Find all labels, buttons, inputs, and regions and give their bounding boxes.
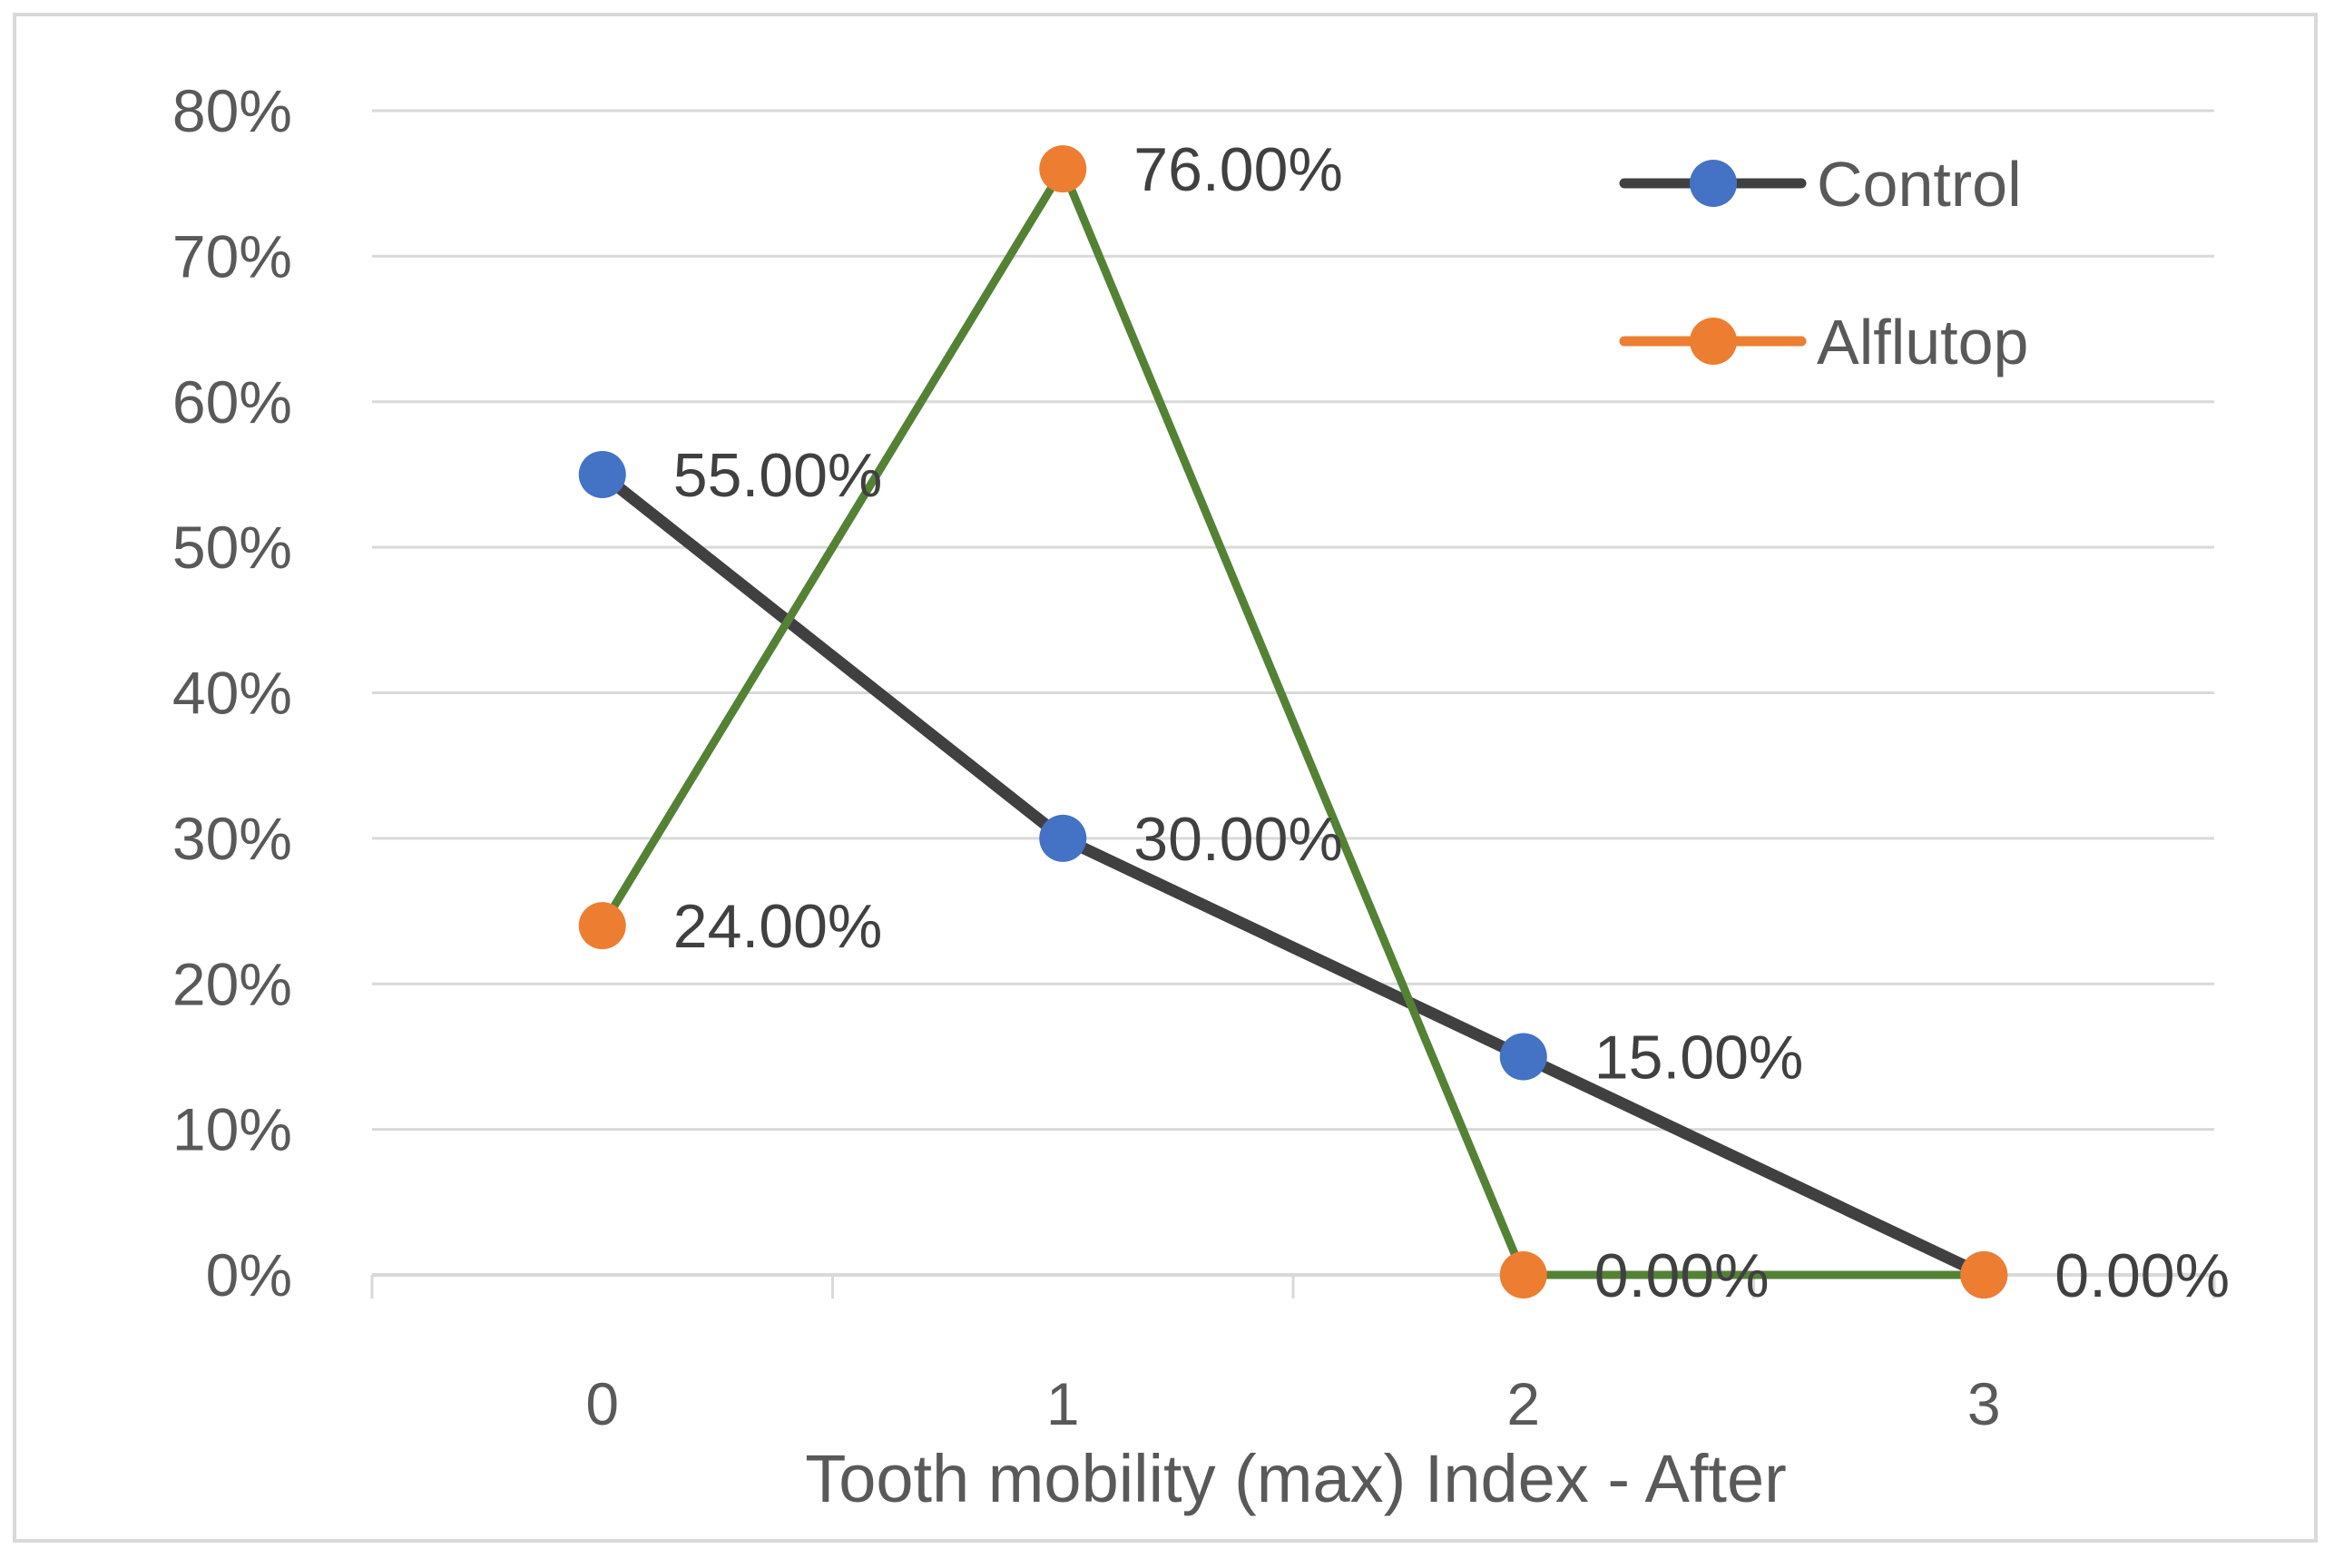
series-line-alflutop (598, 164, 1988, 1279)
y-tick-label: 40% (172, 660, 292, 727)
y-tick-label: 50% (172, 514, 292, 581)
x-tick-label: 0 (585, 1370, 619, 1437)
data-label-alflutop-3: 0.00% (2055, 1241, 2230, 1310)
data-label-control-1: 30.00% (1133, 805, 1343, 874)
chart-frame (13, 13, 2318, 1543)
x-axis-title: Tooth mobility (max) Index - After (805, 1441, 1787, 1516)
data-labels: 55.00% 30.00% 15.00% 24.00% 76.00% 0.00% 0.00% (673, 135, 2230, 1310)
x-tick-label: 2 (1506, 1370, 1540, 1437)
marker-alflutop-2 (1499, 1251, 1547, 1298)
marker-alflutop-0 (578, 902, 626, 950)
marker-alflutop-3 (1960, 1251, 2008, 1298)
legend-marker-control (1690, 160, 1737, 207)
y-axis-tick-labels: 0% 10% 20% 30% 40% 50% 60% 70% 80% (172, 77, 292, 1308)
marker-control-1 (1039, 814, 1087, 862)
data-label-control-0: 55.00% (673, 441, 883, 510)
x-tick-label: 1 (1046, 1370, 1080, 1437)
data-label-alflutop-0: 24.00% (673, 892, 883, 961)
legend-label-alflutop: Alflutop (1817, 307, 2028, 377)
marker-control-2 (1499, 1033, 1547, 1081)
y-tick-label: 0% (206, 1241, 292, 1308)
legend: Control Alflutop (1619, 149, 2028, 377)
x-tick-label: 3 (1967, 1370, 2001, 1437)
y-tick-label: 70% (172, 222, 292, 289)
series-lines (596, 164, 1990, 1281)
data-label-alflutop-2: 0.00% (1594, 1241, 1770, 1310)
marker-control-0 (578, 450, 626, 498)
x-axis-tick-labels: 0 1 2 3 (585, 1370, 2000, 1437)
series-markers (578, 145, 2008, 1298)
legend-label-control: Control (1817, 149, 2022, 220)
y-tick-label: 30% (172, 805, 292, 872)
marker-alflutop-1 (1039, 145, 1087, 193)
data-label-alflutop-1: 76.00% (1133, 135, 1343, 204)
y-tick-label: 20% (172, 950, 292, 1017)
legend-marker-alflutop (1690, 318, 1737, 365)
y-tick-label: 60% (172, 368, 292, 436)
series-line-control (596, 468, 1990, 1281)
y-tick-label: 10% (172, 1096, 292, 1163)
data-label-control-2: 15.00% (1594, 1023, 1804, 1092)
gridlines (372, 109, 2214, 1132)
y-tick-label: 80% (172, 77, 292, 144)
